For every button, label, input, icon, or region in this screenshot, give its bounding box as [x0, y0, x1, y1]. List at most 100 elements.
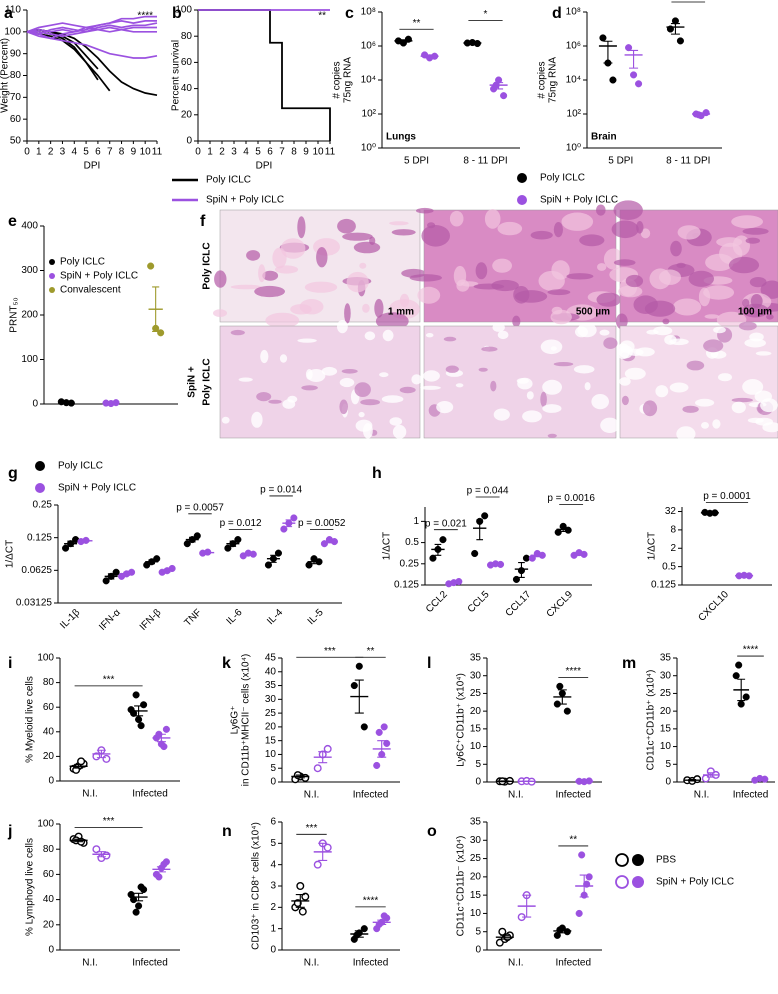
tissue [251, 411, 263, 428]
data-point [737, 700, 745, 708]
tissue [703, 285, 735, 300]
tissue [279, 354, 288, 363]
error-bar [123, 571, 130, 577]
significance: *** [324, 646, 336, 657]
x-tick-label: Infected [353, 958, 389, 969]
data-point [274, 549, 282, 557]
panel-letter: o [427, 823, 437, 840]
tissue [265, 312, 300, 329]
error-bar [156, 866, 166, 873]
legend-swatch [35, 461, 45, 471]
y-tick-label: 15 [470, 890, 482, 901]
y-tick-label: 10 [265, 749, 277, 760]
x-tick-label: N.I. [304, 958, 320, 969]
y-axis-label: Percent survival [171, 40, 182, 111]
tissue [688, 270, 714, 287]
tissue [256, 392, 272, 402]
tissue [677, 225, 701, 240]
tissue [425, 333, 434, 338]
tissue [713, 326, 726, 334]
x-tick-label: 9 [131, 147, 137, 158]
error-bar [107, 402, 115, 405]
y-tick-label: 90 [10, 48, 22, 59]
error-bar [688, 778, 697, 782]
tissue [274, 265, 299, 274]
y-tick-label: 40 [43, 726, 55, 737]
tissue [553, 362, 574, 367]
data-point [575, 909, 583, 917]
y-tick-label: 20 [265, 722, 277, 733]
tissue [411, 374, 422, 385]
significance: ** [367, 646, 375, 657]
legend-label: Convalescent [60, 285, 121, 296]
y-tick-label: 10 [470, 908, 482, 919]
y-axis-label: PRNT₅₀ [9, 297, 20, 332]
x-tick-label: 0 [195, 147, 201, 158]
tissue [258, 264, 266, 283]
tissue [698, 287, 711, 307]
y-tick-label: 10⁴ [566, 75, 581, 86]
panel-letter: f [200, 213, 206, 230]
significance: *** [306, 823, 318, 834]
y-axis-label: 1/ΔCT [647, 532, 658, 560]
x-tick-label: 8 [291, 147, 297, 158]
x-tick-label: Infected [555, 790, 591, 801]
tissue [268, 399, 282, 404]
tissue [490, 380, 497, 392]
data-point [498, 927, 507, 936]
error-bar [245, 552, 252, 556]
y-tick-label: 0 [475, 945, 481, 956]
significance: ** [569, 835, 577, 846]
significance: p = 0.0052 [298, 518, 346, 529]
y-tick-label: 20 [43, 751, 55, 762]
error-bar [318, 842, 328, 861]
x-tick-label: 4 [71, 147, 77, 158]
error-bar [295, 893, 305, 908]
error-bar [152, 286, 160, 333]
y-tick-label: 30 [470, 670, 482, 681]
x-tick-label: 3 [60, 147, 66, 158]
x-tick-label: 8 - 11 DPI [666, 156, 710, 167]
y-tick-label: 60 [43, 869, 55, 880]
tissue [613, 259, 636, 266]
data-point [350, 682, 358, 690]
tissue [321, 366, 338, 376]
y-tick-label: 1 [270, 923, 276, 934]
tissue [420, 385, 441, 390]
y-axis-label: 75ng RNA [343, 57, 354, 103]
data-point [147, 262, 155, 270]
data-point [224, 544, 232, 552]
tissue [618, 285, 643, 298]
y-tick-label: 20 [181, 109, 193, 120]
tissue [603, 337, 618, 350]
y-axis-label: % Lymphoyd live cells [25, 838, 36, 936]
tissue [493, 408, 510, 421]
y-tick-label: 35 [470, 653, 482, 664]
tissue [642, 400, 658, 417]
tissue [443, 336, 457, 342]
y-tick-label: 0 [48, 945, 54, 956]
y-tick-label: 32 [665, 506, 677, 517]
y-tick-label: 30 [265, 694, 277, 705]
y-tick-label: 60 [43, 702, 55, 713]
y-tick-label: 60 [10, 114, 22, 125]
tissue [342, 232, 373, 241]
y-tick-label: 5 [270, 763, 276, 774]
error-bar [377, 740, 387, 758]
x-tick-label: 6 [267, 147, 273, 158]
y-tick-label: 5 [665, 759, 671, 770]
y-tick-label: 40 [43, 894, 55, 905]
data-point [305, 561, 313, 569]
panel-letter: m [622, 655, 636, 672]
tissue [481, 346, 498, 352]
legend-label: Poly ICLC [206, 175, 251, 186]
data-point [135, 902, 143, 910]
y-axis-label: 1/ΔCT [5, 540, 16, 568]
tissue [659, 269, 681, 285]
data-point [132, 691, 140, 699]
error-bar [204, 551, 211, 554]
x-tick-label: 4 [243, 147, 249, 158]
tissue [613, 200, 643, 220]
tissue [473, 283, 505, 290]
error-bar [229, 540, 237, 547]
